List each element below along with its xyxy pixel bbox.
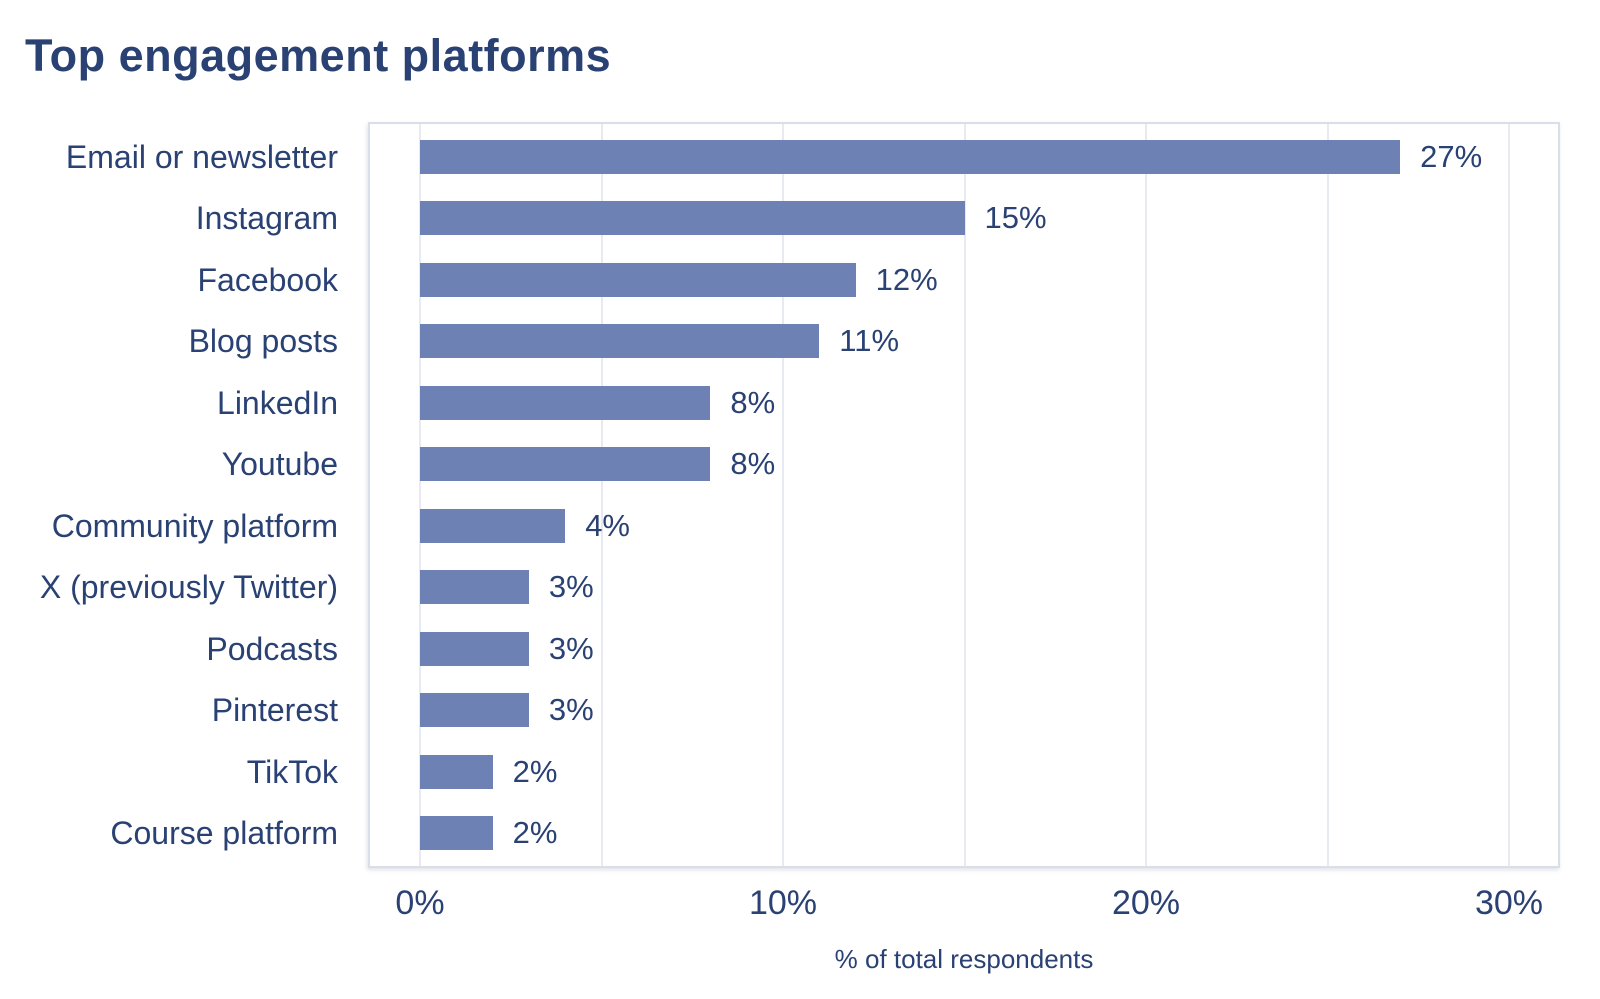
bar [420,693,529,728]
bar [420,754,493,789]
gridline [963,124,966,866]
x-axis-label: % of total respondents [834,944,1094,974]
x-tick-label: 20% [1111,884,1181,922]
category-label: LinkedIn [217,384,338,421]
category-label: Podcasts [206,630,338,667]
bar [420,385,711,420]
value-label: 3% [548,692,594,728]
x-tick-label: 10% [748,884,818,922]
bar [420,201,965,236]
category-label: TikTok [246,753,338,790]
bar [420,631,529,666]
value-label: 11% [839,323,900,359]
category-label: Pinterest [211,692,338,729]
category-label: Instagram [195,200,338,237]
gridline [1508,124,1510,866]
value-label: 4% [585,507,630,543]
category-label: Course platform [110,815,338,852]
category-label: Facebook [197,261,338,298]
category-label: Community platform [51,507,338,544]
gridline [1326,124,1329,866]
gridline [1145,124,1147,866]
gridline [600,124,603,866]
value-label: 8% [730,384,776,420]
value-label: 2% [512,753,558,789]
value-label: 12% [875,261,938,297]
bar [420,447,711,482]
value-label: 15% [984,200,1047,236]
bar [420,816,493,851]
value-label: 3% [548,569,594,605]
chart-title: Top engagement platforms [25,30,612,81]
x-tick-label: 0% [395,884,445,922]
x-tick-label: 30% [1474,884,1544,922]
bar [420,570,529,605]
category-label: Blog posts [188,323,338,360]
value-label: 2% [512,815,558,851]
bar [420,324,820,359]
value-label: 8% [730,446,776,482]
category-label: Youtube [221,446,338,483]
bar [420,508,566,543]
bar [420,139,1401,174]
value-label: 27% [1420,138,1483,174]
category-label: X (previously Twitter) [39,569,338,606]
bar [420,262,856,297]
gridline [419,124,421,866]
gridline [782,124,784,866]
value-label: 3% [548,630,594,666]
category-label: Email or newsletter [65,138,338,175]
